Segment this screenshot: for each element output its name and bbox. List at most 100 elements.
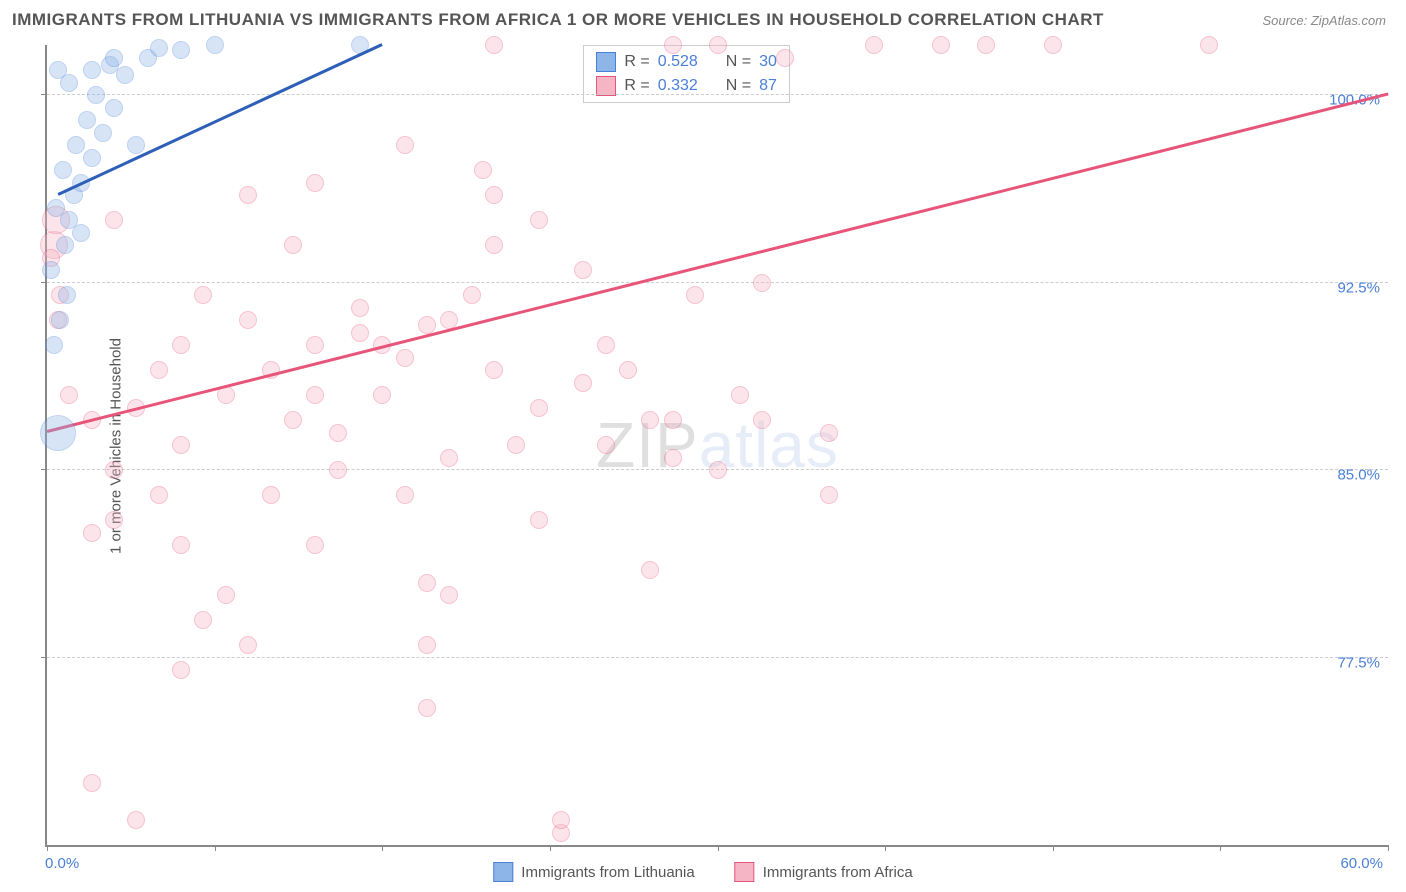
x-tick xyxy=(550,845,551,851)
data-point xyxy=(597,336,615,354)
data-point xyxy=(396,486,414,504)
data-point xyxy=(172,336,190,354)
legend-label-series1: Immigrants from Lithuania xyxy=(521,864,694,881)
x-tick xyxy=(1220,845,1221,851)
data-point xyxy=(1044,36,1062,54)
data-point xyxy=(664,411,682,429)
data-point xyxy=(87,86,105,104)
trend-line xyxy=(47,93,1389,433)
data-point xyxy=(47,199,65,217)
data-point xyxy=(530,511,548,529)
data-point xyxy=(42,261,60,279)
gridline xyxy=(47,282,1388,283)
y-tick-label: 92.5% xyxy=(1337,279,1380,296)
data-point xyxy=(172,661,190,679)
y-tick xyxy=(41,282,47,283)
legend-swatch-series1 xyxy=(596,52,616,72)
y-tick xyxy=(41,657,47,658)
data-point xyxy=(709,461,727,479)
x-axis-max: 60.0% xyxy=(1340,855,1383,872)
data-point xyxy=(45,336,63,354)
data-point xyxy=(485,236,503,254)
data-point xyxy=(474,161,492,179)
data-point xyxy=(58,286,76,304)
data-point xyxy=(686,286,704,304)
data-point xyxy=(597,436,615,454)
data-point xyxy=(83,774,101,792)
data-point xyxy=(574,261,592,279)
data-point xyxy=(105,211,123,229)
data-point xyxy=(67,136,85,154)
x-axis-min: 0.0% xyxy=(45,855,79,872)
legend-swatch-series2 xyxy=(596,76,616,96)
data-point xyxy=(60,386,78,404)
chart-title: IMMIGRANTS FROM LITHUANIA VS IMMIGRANTS … xyxy=(12,10,1104,30)
gridline xyxy=(47,94,1388,95)
data-point xyxy=(78,111,96,129)
data-point xyxy=(306,336,324,354)
data-point xyxy=(306,536,324,554)
y-tick xyxy=(41,469,47,470)
y-tick-label: 77.5% xyxy=(1337,654,1380,671)
data-point xyxy=(239,636,257,654)
source-attribution: Source: ZipAtlas.com xyxy=(1262,13,1386,28)
data-point xyxy=(239,311,257,329)
x-tick xyxy=(885,845,886,851)
data-point xyxy=(440,449,458,467)
data-point xyxy=(150,39,168,57)
data-point xyxy=(217,586,235,604)
x-tick xyxy=(47,845,48,851)
data-point xyxy=(865,36,883,54)
data-point xyxy=(753,411,771,429)
data-point xyxy=(194,611,212,629)
data-point xyxy=(329,424,347,442)
data-point xyxy=(172,436,190,454)
data-point xyxy=(54,161,72,179)
data-point xyxy=(664,36,682,54)
data-point xyxy=(753,274,771,292)
data-point xyxy=(574,374,592,392)
data-point xyxy=(306,386,324,404)
data-point xyxy=(284,236,302,254)
x-tick xyxy=(382,845,383,851)
data-point xyxy=(820,424,838,442)
data-point xyxy=(172,536,190,554)
data-point xyxy=(239,186,257,204)
data-point xyxy=(72,224,90,242)
data-point xyxy=(351,299,369,317)
data-point xyxy=(150,486,168,504)
legend-item-series2: Immigrants from Africa xyxy=(735,862,913,882)
legend-swatch-series2-bottom xyxy=(735,862,755,882)
x-tick xyxy=(718,845,719,851)
data-point xyxy=(306,174,324,192)
legend-swatch-series1-bottom xyxy=(493,862,513,882)
data-point xyxy=(530,399,548,417)
data-point xyxy=(51,311,69,329)
data-point xyxy=(709,36,727,54)
data-point xyxy=(284,411,302,429)
data-point xyxy=(329,461,347,479)
x-tick xyxy=(1388,845,1389,851)
data-point xyxy=(206,36,224,54)
data-point xyxy=(932,36,950,54)
gridline xyxy=(47,657,1388,658)
data-point xyxy=(485,36,503,54)
data-point xyxy=(731,386,749,404)
data-point xyxy=(150,361,168,379)
data-point xyxy=(172,41,190,59)
data-point xyxy=(351,324,369,342)
scatter-chart: ZIPatlas R = 0.528 N = 30 R = 0.332 N = … xyxy=(45,45,1388,847)
bottom-legend: Immigrants from Lithuania Immigrants fro… xyxy=(493,862,912,882)
data-point xyxy=(418,316,436,334)
data-point xyxy=(105,99,123,117)
data-point xyxy=(776,49,794,67)
data-point xyxy=(373,386,391,404)
data-point xyxy=(820,486,838,504)
data-point xyxy=(49,61,67,79)
data-point xyxy=(463,286,481,304)
data-point xyxy=(194,286,212,304)
y-tick-label: 85.0% xyxy=(1337,467,1380,484)
data-point xyxy=(530,211,548,229)
data-point xyxy=(507,436,525,454)
x-tick xyxy=(215,845,216,851)
